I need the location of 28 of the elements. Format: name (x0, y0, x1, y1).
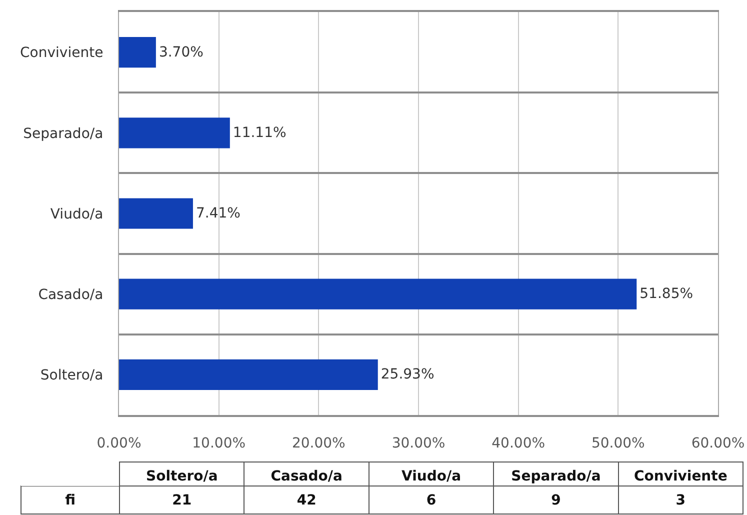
data-label: 3 (676, 492, 686, 508)
category-label: Soltero/a (146, 468, 218, 484)
category-label: Separado/a (511, 468, 601, 484)
category-label: Conviviente (634, 468, 728, 484)
data-label: 11.11% (232, 124, 286, 141)
x-tick-label: 10.00% (192, 436, 246, 452)
category-label: Viudo/a (401, 468, 462, 484)
x-tick-label: 0.00% (96, 436, 142, 452)
y-tick-label: Separado/a (23, 126, 104, 142)
x-tick-label: 50.00% (591, 436, 645, 452)
data-label: 51.85% (640, 286, 694, 302)
x-tick-label: 40.00% (492, 436, 546, 452)
category-label: Casado/a (270, 468, 342, 484)
y-tick-label: Conviviente (20, 45, 104, 62)
text: fi (65, 492, 76, 508)
data-label: 7.41% (196, 206, 240, 222)
y-tick-label: Viudo/a (50, 206, 104, 222)
x-tick-label: 60.00% (691, 436, 745, 452)
x-tick-label: 20.00% (292, 436, 346, 452)
data-label: 9 (551, 492, 561, 508)
data-label: 3.70% (158, 44, 204, 60)
data-label: 21 (172, 492, 192, 508)
data-label: 6 (426, 492, 436, 508)
data-label: 25.93% (380, 366, 434, 383)
x-tick-label: 30.00% (392, 436, 446, 452)
y-tick-label: Casado/a (38, 287, 104, 303)
data-label: 42 (296, 492, 316, 508)
y-tick-label: Soltero/a (40, 368, 104, 384)
